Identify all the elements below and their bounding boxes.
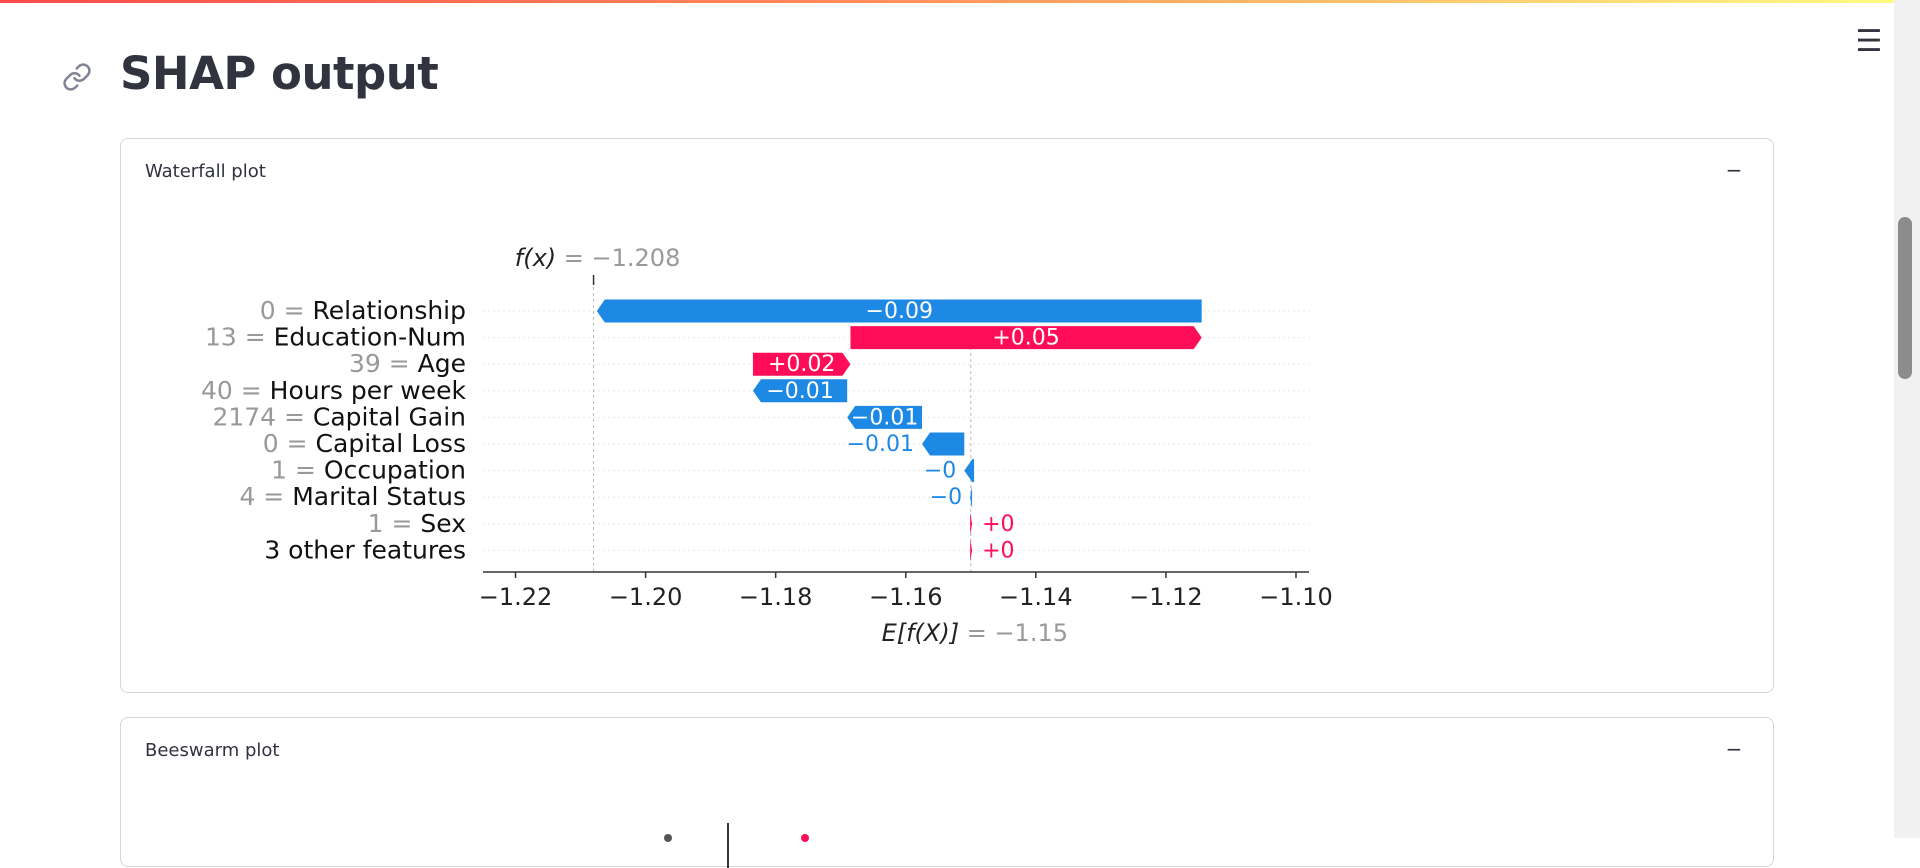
bar-value-label: −0 bbox=[930, 485, 962, 510]
beeswarm-point bbox=[664, 834, 672, 842]
waterfall-bar bbox=[847, 405, 923, 429]
feature-label: 1 = Sex bbox=[368, 509, 466, 538]
top-accent-bar bbox=[0, 0, 1920, 3]
fx-label: f(x) = −1.208 bbox=[515, 244, 681, 272]
link-icon[interactable] bbox=[62, 62, 92, 92]
hamburger-menu-icon[interactable]: ☰ bbox=[1855, 24, 1883, 59]
x-tick-label: −1.10 bbox=[1259, 583, 1333, 611]
waterfall-bar bbox=[970, 512, 973, 536]
bar-value-label: +0.02 bbox=[768, 352, 835, 377]
waterfall-bar bbox=[752, 379, 848, 403]
beeswarm-point bbox=[801, 834, 809, 842]
x-tick-label: −1.14 bbox=[999, 583, 1073, 611]
base-value-label: E[f(X)] = −1.15 bbox=[882, 619, 1068, 647]
bar-value-label: −0.09 bbox=[866, 299, 933, 324]
feature-label: 40 = Hours per week bbox=[201, 376, 467, 405]
feature-label: 0 = Capital Loss bbox=[263, 429, 466, 458]
waterfall-bar bbox=[596, 299, 1202, 323]
bar-value-label: +0 bbox=[982, 538, 1014, 563]
x-tick-label: −1.22 bbox=[479, 583, 553, 611]
bar-value-label: +0.05 bbox=[992, 326, 1059, 351]
waterfall-expander: Waterfall plot − f(x) = −1.208 −0.09 0 = R… bbox=[120, 138, 1774, 693]
feature-label: 13 = Education-Num bbox=[205, 323, 466, 352]
waterfall-bar bbox=[970, 538, 973, 562]
x-tick-label: −1.16 bbox=[869, 583, 943, 611]
feature-label: 2174 = Capital Gain bbox=[212, 402, 466, 431]
waterfall-bar bbox=[752, 352, 851, 376]
waterfall-bar bbox=[850, 326, 1202, 350]
collapse-icon[interactable]: − bbox=[1725, 737, 1743, 761]
feature-label: 3 other features bbox=[264, 535, 466, 564]
beeswarm-expander: Beeswarm plot − bbox=[120, 717, 1774, 868]
x-tick-label: −1.18 bbox=[739, 583, 813, 611]
x-tick-label: −1.20 bbox=[609, 583, 683, 611]
scrollbar-thumb[interactable] bbox=[1898, 217, 1912, 379]
waterfall-chart: f(x) = −1.208 −0.09 0 = Relationship +0.05 1… bbox=[201, 244, 1333, 647]
x-tick-label: −1.12 bbox=[1129, 583, 1203, 611]
bar-value-label: −0.01 bbox=[766, 379, 833, 404]
beeswarm-expander-label: Beeswarm plot bbox=[145, 740, 280, 761]
waterfall-bar bbox=[922, 432, 965, 456]
scrollbar-track[interactable] bbox=[1894, 0, 1920, 838]
bar-value-label: −0 bbox=[924, 459, 956, 484]
waterfall-expander-label: Waterfall plot bbox=[145, 161, 266, 182]
bar-value-label: +0 bbox=[982, 512, 1014, 537]
feature-label: 4 = Marital Status bbox=[239, 482, 466, 511]
feature-label: 1 = Occupation bbox=[271, 456, 466, 485]
waterfall-bar bbox=[970, 485, 973, 509]
feature-label: 39 = Age bbox=[349, 349, 466, 378]
bar-value-label: −0.01 bbox=[851, 405, 918, 430]
feature-label: 0 = Relationship bbox=[260, 296, 466, 325]
waterfall-expander-header[interactable]: Waterfall plot − bbox=[121, 139, 1773, 201]
beeswarm-chart-preview bbox=[664, 823, 809, 868]
beeswarm-expander-header[interactable]: Beeswarm plot − bbox=[121, 718, 1773, 780]
collapse-icon[interactable]: − bbox=[1725, 158, 1743, 182]
page-title: SHAP output bbox=[120, 47, 439, 100]
waterfall-bar bbox=[964, 459, 975, 483]
bar-value-label: −0.01 bbox=[847, 432, 914, 457]
